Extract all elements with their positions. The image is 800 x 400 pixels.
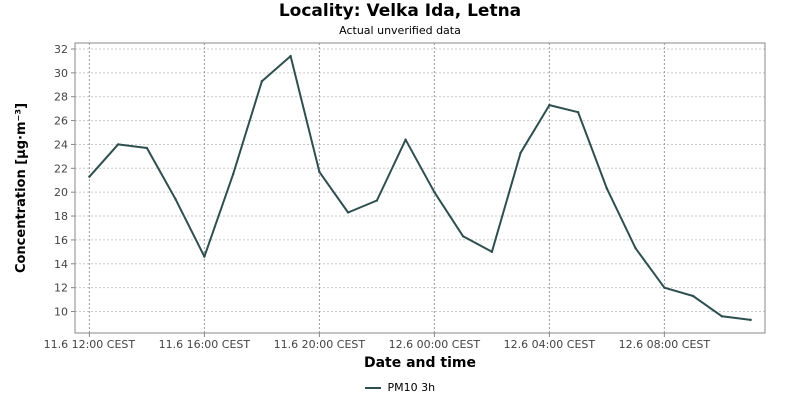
grid-lines xyxy=(75,43,765,333)
data-point xyxy=(490,250,494,254)
data-point xyxy=(691,294,695,298)
y-tick-label: 28 xyxy=(54,91,68,104)
data-point xyxy=(548,103,551,107)
data-point xyxy=(375,199,379,202)
legend-label: PM10 3h xyxy=(387,381,436,394)
data-point xyxy=(116,143,120,146)
x-tick-label: 12.6 04:00 CEST xyxy=(504,338,596,351)
y-tick-label: 10 xyxy=(54,306,68,319)
data-point xyxy=(519,151,522,154)
data-point xyxy=(404,138,407,141)
chart-subtitle: Actual unverified data xyxy=(339,24,461,37)
legend: PM10 3h xyxy=(0,381,800,394)
x-tick-label: 11.6 16:00 CEST xyxy=(159,338,251,351)
x-axis-label: Date and time xyxy=(364,355,476,371)
data-point xyxy=(231,173,235,176)
data-point xyxy=(720,315,724,318)
y-tick-label: 16 xyxy=(54,234,68,247)
chart-title: Locality: Velka Ida, Letna xyxy=(278,1,522,21)
x-tick-label: 12.6 08:00 CEST xyxy=(619,338,711,351)
data-point xyxy=(605,187,609,190)
y-tick-label: 18 xyxy=(54,210,68,223)
y-tick-label: 22 xyxy=(54,162,68,175)
x-tick-label: 11.6 12:00 CEST xyxy=(44,338,136,351)
y-axis-label: Concentration [µg·m⁻³] xyxy=(14,103,29,273)
data-point xyxy=(663,286,666,289)
data-point xyxy=(461,235,465,238)
data-point xyxy=(749,318,752,322)
data-point xyxy=(576,111,580,114)
y-tick-label: 30 xyxy=(54,67,68,80)
data-point xyxy=(203,255,206,258)
data-point xyxy=(634,247,637,250)
plot-area xyxy=(74,42,766,334)
y-tick-label: 12 xyxy=(54,282,68,295)
x-tick-label: 11.6 20:00 CEST xyxy=(274,338,366,351)
y-tick-label: 26 xyxy=(54,115,68,128)
data-point xyxy=(145,146,149,150)
y-axis: 10 12 14 16 18 20 22 24 26 28 30 32 xyxy=(54,43,75,319)
y-tick-label: 14 xyxy=(54,258,68,271)
data-point xyxy=(433,190,436,194)
series-line-pm10-3h xyxy=(88,55,751,321)
legend-swatch xyxy=(364,387,381,389)
x-axis: 11.6 12:00 CEST 11.6 16:00 CEST 11.6 20:00… xyxy=(44,333,711,351)
series-layer xyxy=(88,54,752,322)
x-tick-label: 12.6 00:00 CEST xyxy=(389,338,481,351)
y-tick-label: 24 xyxy=(54,138,68,151)
data-point xyxy=(289,54,292,58)
data-point xyxy=(346,211,350,214)
data-point xyxy=(174,198,177,201)
y-tick-label: 32 xyxy=(54,43,68,56)
data-point xyxy=(260,79,264,83)
data-point xyxy=(88,175,91,178)
data-point xyxy=(318,170,321,174)
y-tick-label: 20 xyxy=(54,186,68,199)
